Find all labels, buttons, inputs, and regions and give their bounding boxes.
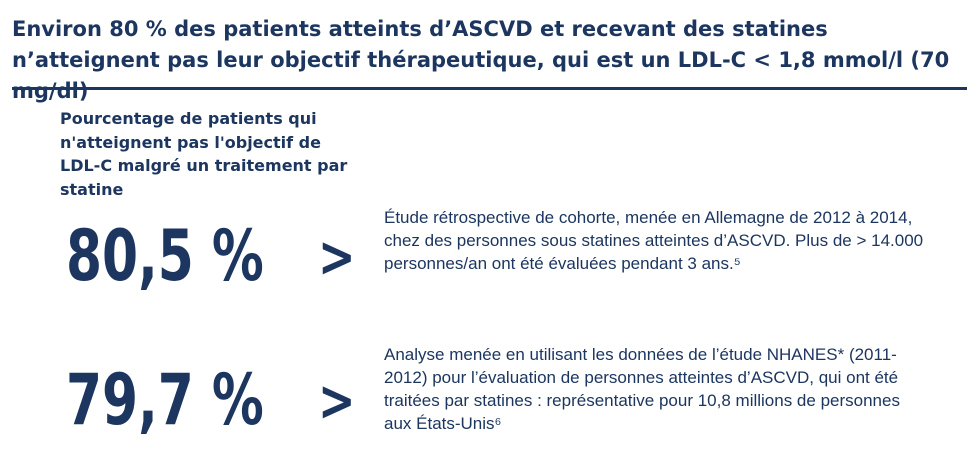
title-divider — [12, 87, 967, 90]
stat-description: Analyse menée en utilisant les données d… — [384, 345, 900, 433]
stat-percentage: 80,5 % — [66, 215, 264, 297]
stat-description: Étude rétrospective de cohorte, menée en… — [384, 208, 924, 273]
chevron-right-icon: > — [318, 369, 356, 434]
page-title: Environ 80 % des patients atteints d’ASC… — [12, 17, 950, 103]
section-subheading: Pourcentage de patients qui n'atteignent… — [60, 109, 348, 199]
chevron-right-icon: > — [318, 225, 356, 290]
stat-percentage: 79,7 % — [66, 359, 264, 441]
